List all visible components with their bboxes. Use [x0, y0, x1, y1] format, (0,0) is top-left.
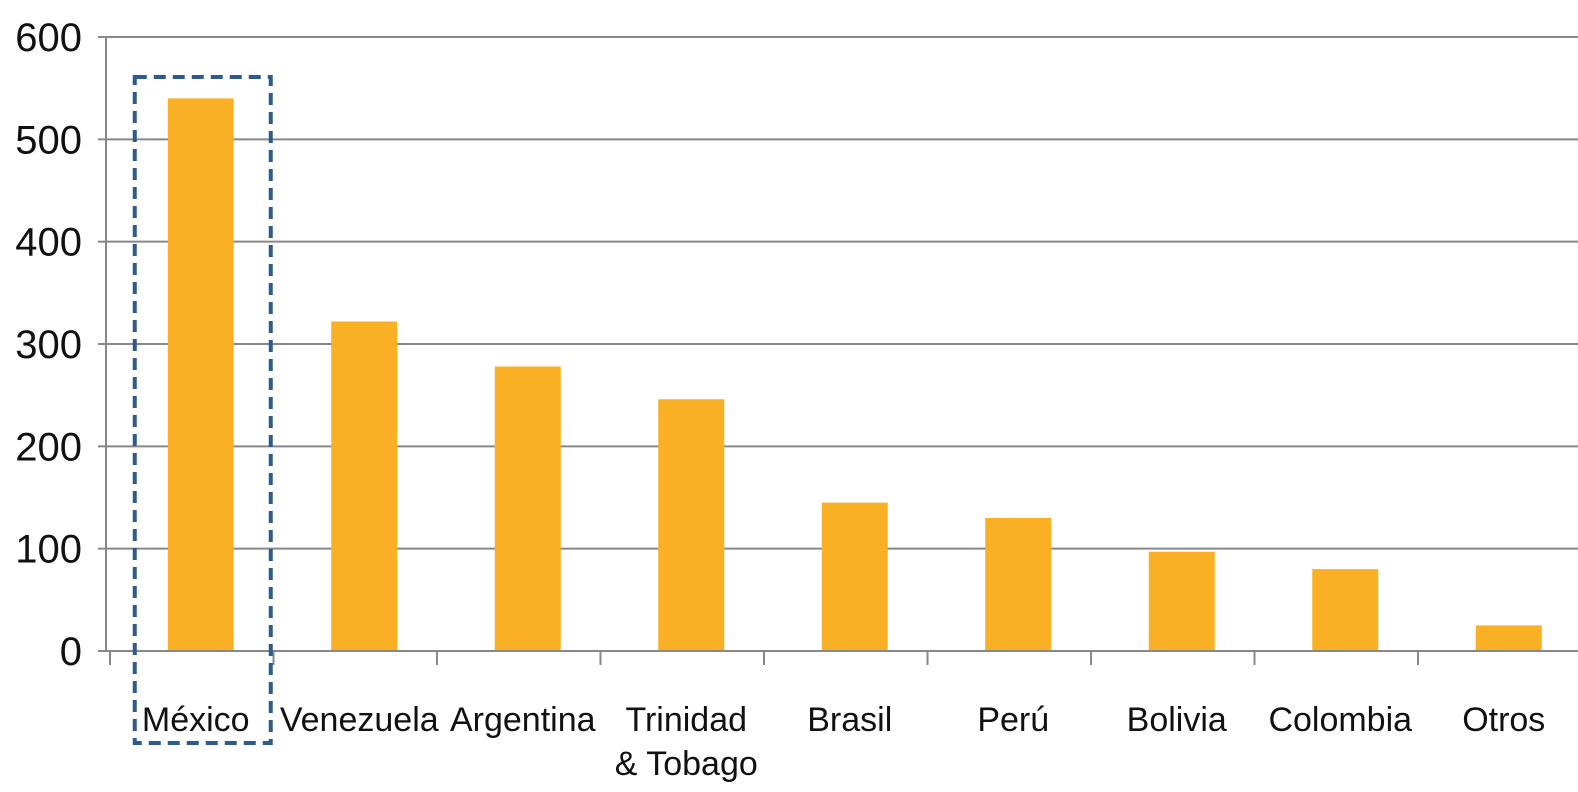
- bar-1: [331, 321, 398, 651]
- x-category-label: Trinidad & Tobago: [615, 701, 758, 783]
- x-category-label: Brasil: [807, 701, 892, 739]
- y-tick-label: 0: [60, 630, 82, 674]
- x-category-label: Venezuela: [280, 701, 439, 739]
- x-category-label: Argentina: [450, 701, 596, 739]
- axes: [98, 36, 1578, 665]
- y-tick-label: 100: [15, 528, 82, 572]
- bar-3: [658, 399, 725, 651]
- bar-7: [1312, 569, 1379, 651]
- x-category-label: Perú: [977, 701, 1049, 739]
- highlight-rectangle: [132, 75, 273, 745]
- x-category-label: Otros: [1462, 701, 1545, 739]
- bar-0: [167, 98, 234, 651]
- x-category-label: Colombia: [1268, 701, 1412, 739]
- y-tick-label: 300: [15, 323, 82, 367]
- y-tick-labels: 0 100 200 300 400 500 600: [15, 16, 82, 674]
- y-tick-label: 600: [15, 16, 82, 60]
- bar-6: [1148, 551, 1215, 651]
- bar-5: [985, 517, 1052, 651]
- bars: [167, 98, 1542, 651]
- highlight-box: [132, 75, 273, 745]
- x-category-labels: México Venezuela Argentina Trinidad & Tobago…: [142, 701, 1545, 783]
- x-category-label: Bolivia: [1127, 701, 1227, 739]
- bar-4: [821, 502, 888, 651]
- y-tick-label: 400: [15, 221, 82, 265]
- bar-8: [1475, 625, 1542, 651]
- bar-2: [494, 366, 561, 651]
- y-tick-label: 200: [15, 425, 82, 469]
- x-category-label: México: [142, 701, 250, 739]
- y-tick-label: 500: [15, 118, 82, 162]
- grid-lines: [106, 36, 1578, 550]
